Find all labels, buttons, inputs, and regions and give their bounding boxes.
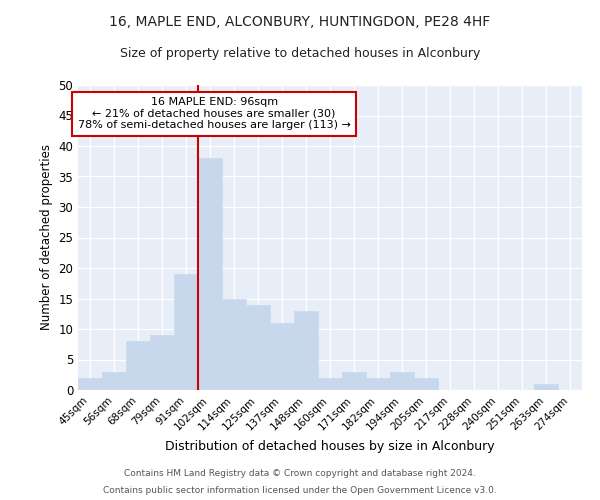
- Bar: [126, 341, 150, 390]
- Bar: [198, 158, 222, 390]
- Bar: [414, 378, 438, 390]
- Bar: [78, 378, 102, 390]
- Bar: [150, 335, 174, 390]
- Bar: [102, 372, 126, 390]
- Text: Size of property relative to detached houses in Alconbury: Size of property relative to detached ho…: [120, 48, 480, 60]
- Bar: [246, 304, 270, 390]
- Bar: [390, 372, 414, 390]
- Bar: [174, 274, 198, 390]
- X-axis label: Distribution of detached houses by size in Alconbury: Distribution of detached houses by size …: [165, 440, 495, 453]
- Y-axis label: Number of detached properties: Number of detached properties: [40, 144, 53, 330]
- Bar: [294, 310, 318, 390]
- Text: Contains public sector information licensed under the Open Government Licence v3: Contains public sector information licen…: [103, 486, 497, 495]
- Bar: [342, 372, 366, 390]
- Bar: [318, 378, 342, 390]
- Bar: [534, 384, 558, 390]
- Text: Contains HM Land Registry data © Crown copyright and database right 2024.: Contains HM Land Registry data © Crown c…: [124, 468, 476, 477]
- Bar: [366, 378, 390, 390]
- Bar: [270, 323, 294, 390]
- Text: 16 MAPLE END: 96sqm
← 21% of detached houses are smaller (30)
78% of semi-detach: 16 MAPLE END: 96sqm ← 21% of detached ho…: [77, 97, 350, 130]
- Bar: [222, 298, 246, 390]
- Text: 16, MAPLE END, ALCONBURY, HUNTINGDON, PE28 4HF: 16, MAPLE END, ALCONBURY, HUNTINGDON, PE…: [109, 15, 491, 29]
